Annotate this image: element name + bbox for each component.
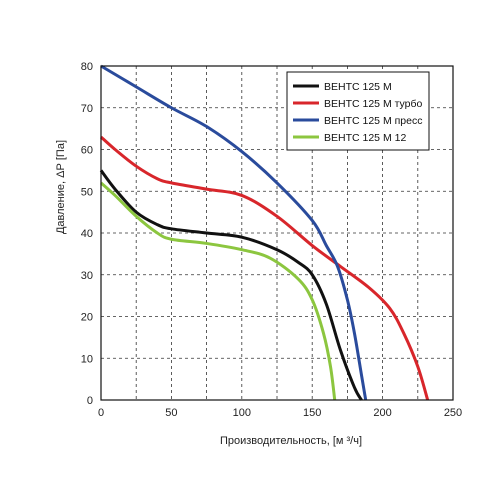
x-tick-label: 100 (233, 407, 251, 419)
y-tick-label: 20 (81, 312, 93, 324)
y-tick-label: 10 (81, 353, 93, 365)
x-tick-label: 50 (165, 407, 177, 419)
y-tick-label: 70 (81, 103, 93, 115)
y-tick-label: 50 (81, 186, 93, 198)
series-group (99, 64, 430, 401)
y-tick-label: 60 (81, 145, 93, 157)
series-line-3 (100, 64, 368, 401)
legend-label-4: ВЕНТС 125 М 12 (324, 132, 406, 144)
x-tick-label: 200 (373, 407, 391, 419)
y-tick-label: 80 (81, 61, 93, 73)
plot-frame (100, 65, 454, 401)
tick-labels: 0 50 100 150 200 250 0 10 20 30 40 50 60 70 80 (81, 61, 462, 419)
x-tick-label: 150 (303, 407, 321, 419)
y-tick-label: 30 (81, 270, 93, 282)
legend: ВЕНТС 125 М ВЕНТС 125 М турбо ВЕНТС 125 М … (286, 71, 430, 151)
x-tick-label: 250 (444, 407, 462, 419)
y-tick-label: 0 (87, 395, 93, 407)
series-line-4 (100, 181, 337, 401)
legend-label-2: ВЕНТС 125 М турбо (324, 98, 423, 110)
legend-label-1: ВЕНТС 125 М (324, 81, 392, 93)
series-line-2 (100, 135, 430, 401)
y-tick-label: 40 (81, 228, 93, 240)
series-line-1 (99, 169, 363, 401)
legend-label-3: ВЕНТС 125 М пресс (324, 115, 422, 127)
x-axis-label: Производительность, [м ³/ч] (220, 435, 362, 447)
x-tick-label: 0 (98, 407, 104, 419)
y-axis-label: Давление, ΔР [Па] (55, 140, 67, 234)
